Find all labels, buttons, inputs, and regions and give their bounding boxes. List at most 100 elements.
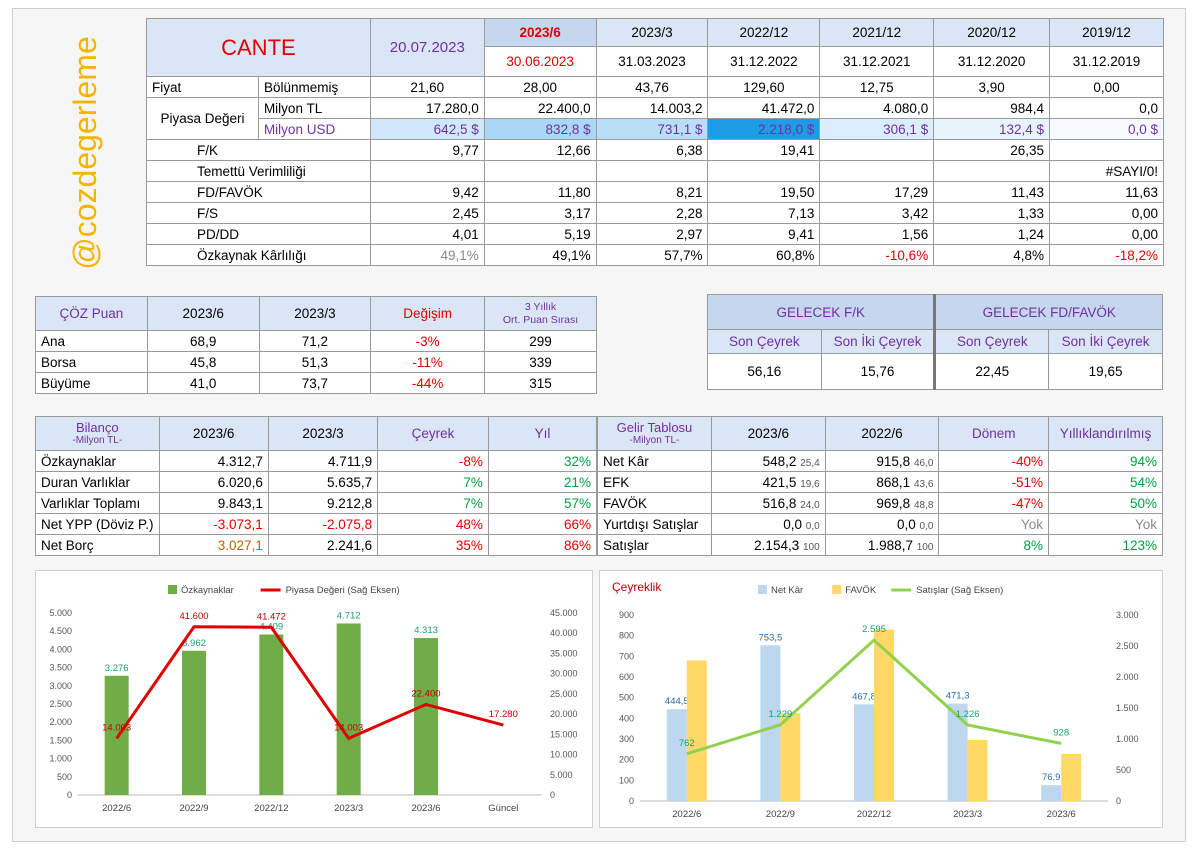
y-right-tick-label: 0 [550,790,555,800]
bar [967,740,988,801]
cell: 868,1 43,6 [824,471,940,493]
cell: 21,60 [369,76,485,98]
line-data-label: 41.600 [179,611,208,622]
y-left-tick-label: 0 [67,790,72,800]
cell: 129,60 [707,76,821,98]
bar [874,629,894,801]
cell: 306,1 $ [819,118,935,140]
valuation-table: CANTE 20.07.2023 2023/6 2023/3 2022/12 2… [146,18,1164,266]
cell: -11% [370,351,486,373]
y-right-tick-label: 35.000 [550,648,578,658]
cell: 9,77 [369,139,485,161]
value: 915,8 [876,453,911,469]
line-data-label: 14.003 [334,722,363,733]
row-label: Özkaynaklar [35,450,160,472]
bar [760,645,781,801]
cell: 0,00 [1049,76,1164,98]
cell: 339 [484,351,597,373]
period-date-4: 31.12.2020 [933,46,1051,77]
cell [1049,139,1164,161]
y-right-tick-label: 20.000 [550,709,578,719]
bilanco-header: 2023/6 [158,416,269,451]
gelir-header: Yıllıklandırılmış [1048,416,1163,451]
cell: 14.003,2 [595,97,709,119]
margin: 43,6 [913,478,934,490]
y-left-tick-label: 900 [619,610,634,620]
bar [1041,785,1062,801]
ticker-title: CANTE [221,34,296,60]
gelecek-value: 15,76 [820,353,937,390]
line-data-label: 762 [679,738,695,749]
y-right-tick-label: 0 [1116,796,1121,806]
table-row: Net Kâr 548,2 25,4 915,8 46,0 -40% 94% [597,450,1163,472]
cell: 3.027,1 [158,534,269,556]
row-label: Ana [35,330,148,352]
cell: 11,80 [483,181,597,203]
cell: 5.635,7 [267,471,379,493]
cell: 315 [484,372,597,394]
brand-handle: @cozdegerleme [67,36,103,269]
cell: 94% [1048,450,1163,472]
cell [369,160,485,182]
y-right-tick-label: 10.000 [550,750,578,760]
y-right-tick-label: 30.000 [550,669,578,679]
gelecek-value: 19,65 [1048,353,1163,390]
cell: 11,63 [1049,181,1164,203]
coz-header-col: Değişim [370,296,486,331]
gelecek-sub: Son Çeyrek [707,329,822,354]
y-left-tick-label: 200 [619,755,634,765]
y-right-tick-label: 1.000 [1116,734,1139,744]
y-right-tick-label: 2.500 [1116,641,1139,651]
cell: -3% [370,330,486,352]
line-data-label: 2.595 [862,624,886,635]
cell: 41.472,0 [707,97,821,119]
gelir-table: Gelir Tablosu -Milyon TL- 2023/6 2022/6 … [597,416,1163,556]
y-right-tick-label: 3.000 [1116,610,1139,620]
cell: 48% [377,513,489,535]
x-tick-label: 2022/6 [102,803,131,814]
x-tick-label: 2023/3 [334,803,363,814]
brand-watermark: @cozdegerleme [40,22,120,284]
value: 1.988,7 [867,537,913,553]
cell: 9.843,1 [158,492,269,514]
cell: 2,97 [595,223,709,245]
y-left-tick-label: 5.000 [49,608,72,618]
y-right-tick-label: 15.000 [550,729,578,739]
y-right-tick-label: 2.000 [1116,672,1139,682]
row-label: Büyüme [35,372,148,394]
coz-header-label: ÇÖZ Puan [35,296,148,331]
period-header-1: 2023/3 [595,18,709,47]
cell: 3,42 [819,202,935,224]
table-row: Net YPP (Döviz P.) -3.073,1 -2.075,8 48%… [35,513,598,535]
cell: 57% [487,492,598,514]
y-left-tick-label: 1.500 [49,735,72,745]
cell: 68,9 [146,330,260,352]
x-tick-label: 2022/9 [179,803,208,814]
x-tick-label: 2022/12 [254,803,288,814]
legend-entry: Net Kâr [771,585,803,596]
legend-entry: Piyasa Değeri (Sağ Eksen) [286,585,400,596]
x-tick-label: 2022/12 [857,809,891,820]
cell: Yok [1048,513,1163,535]
margin: 19,6 [800,478,820,490]
cell: -2.075,8 [267,513,379,535]
line-data-label: 14.003 [102,722,131,733]
x-tick-label: 2022/6 [672,809,701,820]
cell: 50% [1048,492,1163,514]
cell: 73,7 [258,372,372,394]
gelecek-fd-title: GELECEK FD/FAVÖK [934,294,1163,330]
y-left-tick-label: 500 [619,693,634,703]
period-date-2: 31.12.2022 [707,46,821,77]
x-tick-label: 2023/6 [411,803,440,814]
margin: 100 [916,541,934,553]
gelecek-sub: Son İki Çeyrek [820,329,937,354]
margin: 0,0 [919,520,934,532]
cell: 22.400,0 [483,97,597,119]
period-date-1: 31.03.2023 [595,46,709,77]
row-fs: F/S 2,45 3,17 2,28 7,13 3,42 1,33 0,00 [146,202,1164,224]
y-right-tick-label: 500 [1116,765,1131,775]
cell: 0,0 [1049,97,1164,119]
value: 969,8 [876,495,911,511]
cell: 1,56 [819,223,935,245]
row-label: Borsa [35,351,148,373]
